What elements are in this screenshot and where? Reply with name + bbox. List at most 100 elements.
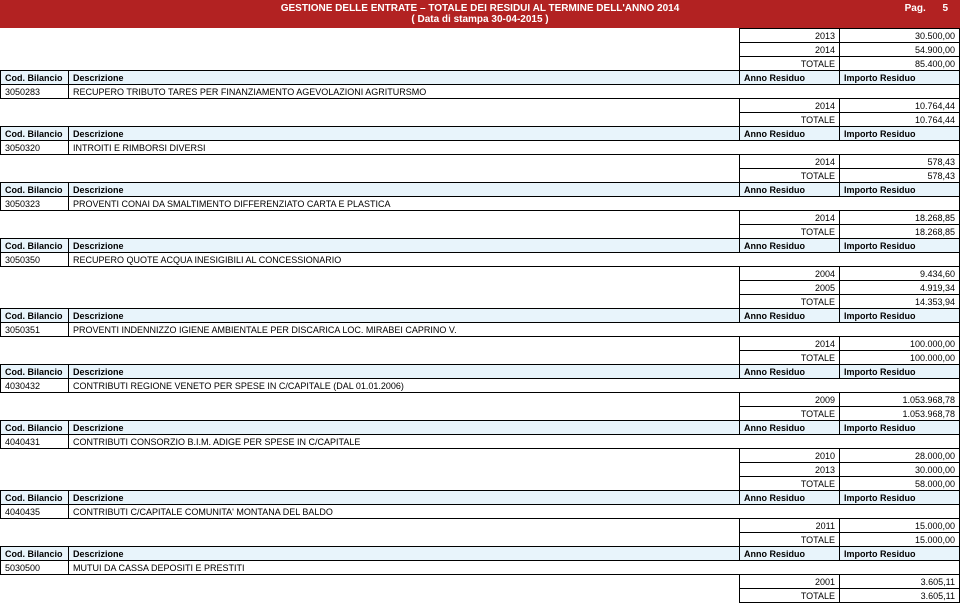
total-label: TOTALE bbox=[740, 407, 840, 421]
col-header-code: Cod. Bilancio bbox=[1, 491, 69, 505]
total-label: TOTALE bbox=[740, 295, 840, 309]
page-label: Pag. bbox=[905, 3, 926, 14]
value-row: 201028.000,00 bbox=[1, 449, 960, 463]
entry-description: CONTRIBUTI CONSORZIO B.I.M. ADIGE PER SP… bbox=[69, 435, 960, 449]
column-header-row: Cod. BilancioDescrizioneAnno ResiduoImpo… bbox=[1, 183, 960, 197]
total-row: TOTALE14.353,94 bbox=[1, 295, 960, 309]
total-label: TOTALE bbox=[740, 169, 840, 183]
page-header: GESTIONE DELLE ENTRATE – TOTALE DEI RESI… bbox=[0, 0, 960, 28]
column-header-row: Cod. BilancioDescrizioneAnno ResiduoImpo… bbox=[1, 421, 960, 435]
total-label: TOTALE bbox=[740, 477, 840, 491]
value-row: 20091.053.968,78 bbox=[1, 393, 960, 407]
entry-row: 3050351PROVENTI INDENNIZZO IGIENE AMBIEN… bbox=[1, 323, 960, 337]
value-row: 2014100.000,00 bbox=[1, 337, 960, 351]
total-label: TOTALE bbox=[740, 351, 840, 365]
total-amount: 14.353,94 bbox=[840, 295, 960, 309]
entry-row: 3050323PROVENTI CONAI DA SMALTIMENTO DIF… bbox=[1, 197, 960, 211]
entry-code: 4040431 bbox=[1, 435, 69, 449]
total-label: TOTALE bbox=[740, 57, 840, 71]
amount-cell: 18.268,85 bbox=[840, 211, 960, 225]
total-amount: 18.268,85 bbox=[840, 225, 960, 239]
header-title-line2: ( Data di stampa 30-04-2015 ) bbox=[8, 14, 952, 25]
value-row: 20054.919,34 bbox=[1, 281, 960, 295]
entry-row: 4040431CONTRIBUTI CONSORZIO B.I.M. ADIGE… bbox=[1, 435, 960, 449]
amount-cell: 4.919,34 bbox=[840, 281, 960, 295]
year-cell: 2014 bbox=[740, 337, 840, 351]
year-cell: 2009 bbox=[740, 393, 840, 407]
col-header-desc: Descrizione bbox=[69, 239, 740, 253]
total-label: TOTALE bbox=[740, 589, 840, 603]
entry-row: 3050320INTROITI E RIMBORSI DIVERSI bbox=[1, 141, 960, 155]
entry-code: 3050350 bbox=[1, 253, 69, 267]
col-header-desc: Descrizione bbox=[69, 491, 740, 505]
total-row: TOTALE578,43 bbox=[1, 169, 960, 183]
col-header-desc: Descrizione bbox=[69, 71, 740, 85]
col-header-amount: Importo Residuo bbox=[840, 183, 960, 197]
value-row: 201330.000,00 bbox=[1, 463, 960, 477]
col-header-code: Cod. Bilancio bbox=[1, 309, 69, 323]
total-amount: 85.400,00 bbox=[840, 57, 960, 71]
total-amount: 578,43 bbox=[840, 169, 960, 183]
col-header-code: Cod. Bilancio bbox=[1, 365, 69, 379]
col-header-year: Anno Residuo bbox=[740, 127, 840, 141]
col-header-year: Anno Residuo bbox=[740, 183, 840, 197]
year-cell: 2005 bbox=[740, 281, 840, 295]
year-cell: 2013 bbox=[740, 29, 840, 43]
col-header-year: Anno Residuo bbox=[740, 71, 840, 85]
column-header-row: Cod. BilancioDescrizioneAnno ResiduoImpo… bbox=[1, 547, 960, 561]
col-header-desc: Descrizione bbox=[69, 309, 740, 323]
entry-description: RECUPERO TRIBUTO TARES PER FINANZIAMENTO… bbox=[69, 85, 960, 99]
total-amount: 100.000,00 bbox=[840, 351, 960, 365]
col-header-amount: Importo Residuo bbox=[840, 491, 960, 505]
col-header-amount: Importo Residuo bbox=[840, 239, 960, 253]
total-row: TOTALE1.053.968,78 bbox=[1, 407, 960, 421]
year-cell: 2014 bbox=[740, 43, 840, 57]
entry-row: 3050283RECUPERO TRIBUTO TARES PER FINANZ… bbox=[1, 85, 960, 99]
column-header-row: Cod. BilancioDescrizioneAnno ResiduoImpo… bbox=[1, 127, 960, 141]
year-cell: 2004 bbox=[740, 267, 840, 281]
col-header-amount: Importo Residuo bbox=[840, 127, 960, 141]
entry-code: 5030500 bbox=[1, 561, 69, 575]
header-title-line1: GESTIONE DELLE ENTRATE – TOTALE DEI RESI… bbox=[8, 3, 952, 14]
column-header-row: Cod. BilancioDescrizioneAnno ResiduoImpo… bbox=[1, 309, 960, 323]
entry-description: CONTRIBUTI REGIONE VENETO PER SPESE IN C… bbox=[69, 379, 960, 393]
value-row: 20013.605,11 bbox=[1, 575, 960, 589]
entry-description: MUTUI DA CASSA DEPOSITI E PRESTITI bbox=[69, 561, 960, 575]
amount-cell: 100.000,00 bbox=[840, 337, 960, 351]
value-row: 20049.434,60 bbox=[1, 267, 960, 281]
col-header-desc: Descrizione bbox=[69, 421, 740, 435]
col-header-year: Anno Residuo bbox=[740, 365, 840, 379]
total-amount: 58.000,00 bbox=[840, 477, 960, 491]
col-header-amount: Importo Residuo bbox=[840, 71, 960, 85]
entry-row: 5030500MUTUI DA CASSA DEPOSITI E PRESTIT… bbox=[1, 561, 960, 575]
total-row: TOTALE18.268,85 bbox=[1, 225, 960, 239]
column-header-row: Cod. BilancioDescrizioneAnno ResiduoImpo… bbox=[1, 71, 960, 85]
value-row: 201330.500,00 bbox=[1, 29, 960, 43]
total-amount: 10.764,44 bbox=[840, 113, 960, 127]
year-cell: 2001 bbox=[740, 575, 840, 589]
amount-cell: 10.764,44 bbox=[840, 99, 960, 113]
col-header-year: Anno Residuo bbox=[740, 547, 840, 561]
year-cell: 2014 bbox=[740, 211, 840, 225]
entry-description: RECUPERO QUOTE ACQUA INESIGIBILI AL CONC… bbox=[69, 253, 960, 267]
amount-cell: 1.053.968,78 bbox=[840, 393, 960, 407]
entry-code: 4040435 bbox=[1, 505, 69, 519]
value-row: 2014578,43 bbox=[1, 155, 960, 169]
col-header-year: Anno Residuo bbox=[740, 491, 840, 505]
value-row: 201454.900,00 bbox=[1, 43, 960, 57]
entry-description: CONTRIBUTI C/CAPITALE COMUNITA' MONTANA … bbox=[69, 505, 960, 519]
total-row: TOTALE100.000,00 bbox=[1, 351, 960, 365]
entry-code: 4030432 bbox=[1, 379, 69, 393]
value-row: 201410.764,44 bbox=[1, 99, 960, 113]
entry-code: 3050283 bbox=[1, 85, 69, 99]
col-header-amount: Importo Residuo bbox=[840, 421, 960, 435]
col-header-code: Cod. Bilancio bbox=[1, 71, 69, 85]
col-header-code: Cod. Bilancio bbox=[1, 421, 69, 435]
total-label: TOTALE bbox=[740, 225, 840, 239]
amount-cell: 9.434,60 bbox=[840, 267, 960, 281]
total-amount: 3.605,11 bbox=[840, 589, 960, 603]
amount-cell: 28.000,00 bbox=[840, 449, 960, 463]
col-header-desc: Descrizione bbox=[69, 365, 740, 379]
year-cell: 2013 bbox=[740, 463, 840, 477]
year-cell: 2014 bbox=[740, 99, 840, 113]
